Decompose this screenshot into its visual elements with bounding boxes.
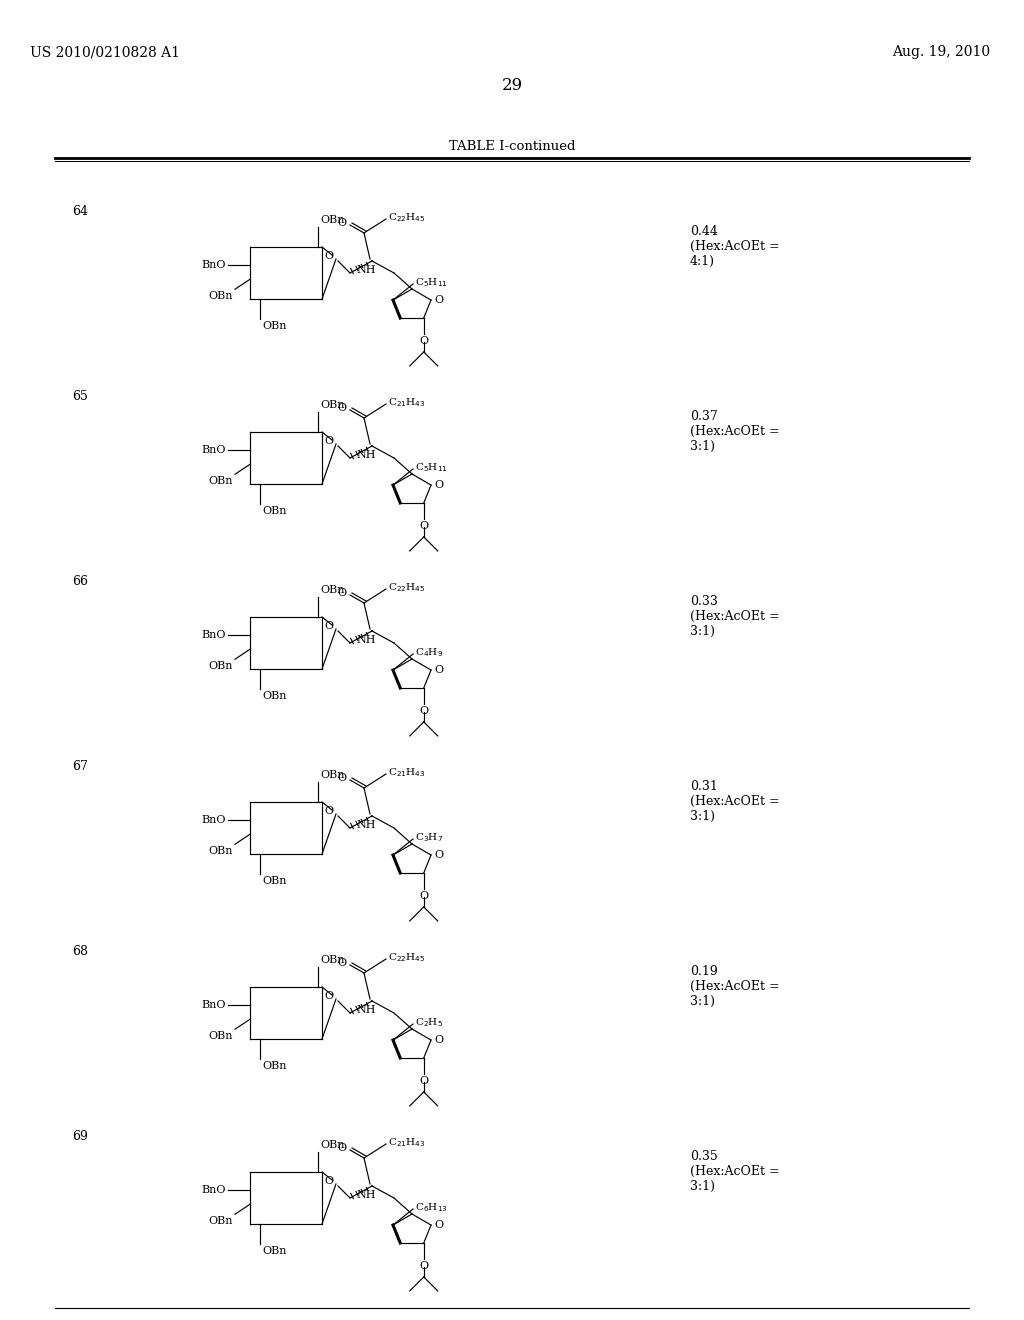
Text: O: O	[434, 1035, 443, 1045]
Text: OBn: OBn	[262, 1061, 287, 1071]
Text: O: O	[419, 891, 428, 902]
Text: Aug. 19, 2010: Aug. 19, 2010	[892, 45, 990, 59]
Text: OBn: OBn	[319, 585, 344, 595]
Text: OBn: OBn	[262, 321, 287, 331]
Text: 69: 69	[72, 1130, 88, 1143]
Text: US 2010/0210828 A1: US 2010/0210828 A1	[30, 45, 180, 59]
Text: OBn: OBn	[319, 215, 344, 224]
Text: C$_6$H$_{13}$: C$_6$H$_{13}$	[415, 1201, 447, 1214]
Text: (Hex:AcOEt =: (Hex:AcOEt =	[690, 795, 779, 808]
Text: 3:1): 3:1)	[690, 995, 715, 1008]
Text: NH: NH	[356, 1005, 376, 1015]
Text: NH: NH	[356, 635, 376, 645]
Text: 4:1): 4:1)	[690, 255, 715, 268]
Text: (Hex:AcOEt =: (Hex:AcOEt =	[690, 979, 779, 993]
Text: 68: 68	[72, 945, 88, 958]
Text: OBn: OBn	[209, 477, 233, 486]
Text: NH: NH	[356, 1191, 376, 1200]
Text: O: O	[419, 1261, 428, 1271]
Text: 3:1): 3:1)	[690, 1180, 715, 1193]
Text: OBn: OBn	[262, 876, 287, 886]
Text: 0.33: 0.33	[690, 595, 718, 609]
Text: O: O	[324, 251, 333, 261]
Text: C$_4$H$_9$: C$_4$H$_9$	[415, 647, 443, 660]
Text: 66: 66	[72, 576, 88, 587]
Text: C$_{21}$H$_{43}$: C$_{21}$H$_{43}$	[388, 1137, 425, 1150]
Text: C$_{22}$H$_{45}$: C$_{22}$H$_{45}$	[388, 582, 425, 594]
Text: (Hex:AcOEt =: (Hex:AcOEt =	[690, 610, 779, 623]
Text: O: O	[337, 1143, 346, 1152]
Text: NH: NH	[356, 450, 376, 459]
Text: O: O	[434, 296, 443, 305]
Text: 0.31: 0.31	[690, 780, 718, 793]
Text: (Hex:AcOEt =: (Hex:AcOEt =	[690, 425, 779, 438]
Text: C$_{21}$H$_{43}$: C$_{21}$H$_{43}$	[388, 396, 425, 409]
Text: O: O	[324, 807, 333, 816]
Text: O: O	[337, 774, 346, 783]
Text: O: O	[337, 958, 346, 968]
Text: C$_5$H$_{11}$: C$_5$H$_{11}$	[415, 462, 447, 474]
Text: OBn: OBn	[319, 770, 344, 780]
Text: O: O	[419, 521, 428, 531]
Text: C$_{22}$H$_{45}$: C$_{22}$H$_{45}$	[388, 952, 425, 965]
Text: C$_{22}$H$_{45}$: C$_{22}$H$_{45}$	[388, 211, 425, 224]
Text: OBn: OBn	[262, 1246, 287, 1257]
Text: (Hex:AcOEt =: (Hex:AcOEt =	[690, 1166, 779, 1177]
Text: O: O	[337, 587, 346, 598]
Text: O: O	[324, 991, 333, 1001]
Text: 67: 67	[72, 760, 88, 774]
Text: C$_3$H$_7$: C$_3$H$_7$	[415, 832, 443, 845]
Text: O: O	[324, 1176, 333, 1185]
Text: OBn: OBn	[262, 506, 287, 516]
Text: OBn: OBn	[209, 846, 233, 857]
Text: C$_{21}$H$_{43}$: C$_{21}$H$_{43}$	[388, 767, 425, 779]
Text: O: O	[434, 1220, 443, 1230]
Text: BnO: BnO	[202, 1185, 226, 1195]
Text: O: O	[337, 403, 346, 413]
Text: O: O	[337, 218, 346, 228]
Text: O: O	[419, 706, 428, 715]
Text: O: O	[324, 436, 333, 446]
Text: 0.35: 0.35	[690, 1150, 718, 1163]
Text: O: O	[419, 1076, 428, 1086]
Text: 0.37: 0.37	[690, 411, 718, 422]
Text: OBn: OBn	[209, 1216, 233, 1226]
Text: BnO: BnO	[202, 1001, 226, 1010]
Text: O: O	[434, 480, 443, 490]
Text: BnO: BnO	[202, 445, 226, 455]
Text: 3:1): 3:1)	[690, 440, 715, 453]
Text: 64: 64	[72, 205, 88, 218]
Text: O: O	[434, 850, 443, 861]
Text: BnO: BnO	[202, 630, 226, 640]
Text: 0.44: 0.44	[690, 224, 718, 238]
Text: OBn: OBn	[319, 400, 344, 411]
Text: OBn: OBn	[262, 690, 287, 701]
Text: TABLE I-continued: TABLE I-continued	[449, 140, 575, 153]
Text: OBn: OBn	[209, 292, 233, 301]
Text: OBn: OBn	[319, 954, 344, 965]
Text: NH: NH	[356, 820, 376, 830]
Text: 3:1): 3:1)	[690, 810, 715, 822]
Text: BnO: BnO	[202, 260, 226, 271]
Text: 65: 65	[72, 389, 88, 403]
Text: O: O	[434, 665, 443, 675]
Text: OBn: OBn	[209, 661, 233, 672]
Text: (Hex:AcOEt =: (Hex:AcOEt =	[690, 240, 779, 253]
Text: 29: 29	[502, 77, 522, 94]
Text: 3:1): 3:1)	[690, 624, 715, 638]
Text: OBn: OBn	[319, 1140, 344, 1150]
Text: O: O	[419, 337, 428, 346]
Text: NH: NH	[356, 265, 376, 275]
Text: O: O	[324, 620, 333, 631]
Text: C$_5$H$_{11}$: C$_5$H$_{11}$	[415, 277, 447, 289]
Text: C$_2$H$_5$: C$_2$H$_5$	[415, 1016, 443, 1030]
Text: 0.19: 0.19	[690, 965, 718, 978]
Text: BnO: BnO	[202, 816, 226, 825]
Text: OBn: OBn	[209, 1031, 233, 1041]
